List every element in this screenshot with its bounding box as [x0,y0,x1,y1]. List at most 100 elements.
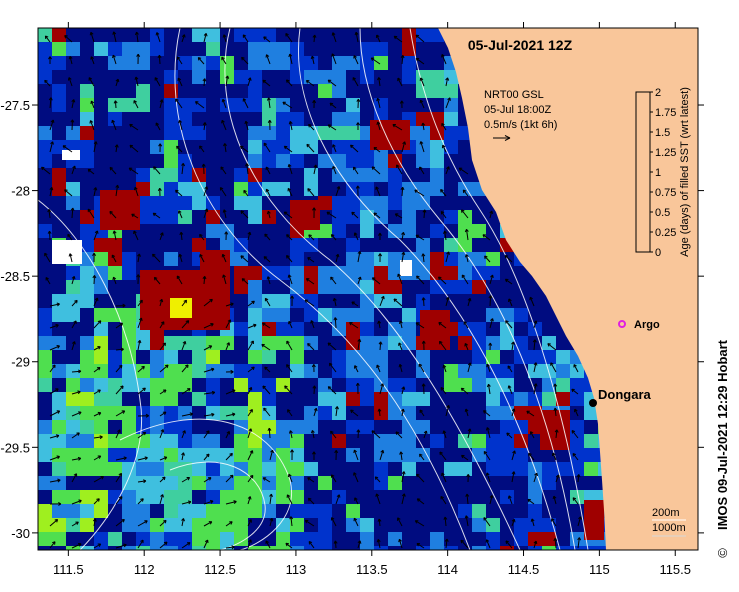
current-arrow-head [327,124,332,128]
lon-tick-label: 115 [589,562,610,577]
current-arrow [219,187,227,197]
current-arrow [308,124,315,131]
sst-patch [192,350,206,378]
current-arrow-head [77,456,82,461]
current-arrow [439,341,447,351]
current-arrow [69,56,73,65]
current-arrow [465,515,469,527]
current-arrow-head [222,209,227,213]
current-arrow-head [111,119,116,124]
current-arrow [414,189,425,197]
current-arrow [71,521,79,527]
current-arrow [181,299,187,307]
current-arrow-head [97,543,102,547]
current-arrow-head [165,364,169,369]
sst-patch [472,308,486,322]
current-arrow-head [73,320,77,324]
current-arrow-head [73,473,78,477]
current-arrow-head [399,100,404,104]
warm-patch [290,200,320,230]
current-arrow-head [308,123,312,128]
current-arrow [134,187,139,197]
current-arrow-head [551,518,555,522]
current-arrow [440,496,447,505]
current-arrow [49,410,60,417]
current-arrow [68,77,73,87]
current-arrow [265,188,271,197]
sst-patch [542,504,570,518]
current-arrow-head [466,474,471,478]
current-arrow-head [397,77,401,82]
sst-patch [234,504,262,518]
current-arrow-head [266,97,271,101]
current-arrow-head [175,189,179,194]
current-arrow-head [530,518,535,522]
current-arrow-head [446,166,450,170]
current-arrow [313,408,317,417]
current-arrow-head [195,101,199,105]
current-arrow [533,320,537,329]
current-arrow-head [71,341,76,345]
current-arrow-head [206,430,210,434]
current-arrow-head [181,518,185,522]
sst-patch [52,504,80,518]
current-arrow-head [486,363,490,368]
current-arrow-head [356,122,361,126]
current-arrow [203,208,208,219]
sst-patch [108,406,122,420]
current-arrow-head [100,476,104,480]
current-arrow-head [355,185,360,189]
current-arrow-head [152,253,156,258]
current-arrow-head [240,210,245,215]
sst-patch [290,280,304,294]
current-arrow [242,34,249,43]
current-arrow-head [179,231,184,236]
current-arrow-head [263,407,267,412]
sst-patch [570,546,598,550]
current-arrow-head [229,521,233,525]
current-arrow [308,497,315,505]
current-arrow [247,324,257,329]
current-arrow [353,166,359,175]
current-arrow [423,383,425,395]
yellow-patch [170,298,192,318]
current-arrow [263,407,271,417]
current-arrow [155,122,161,131]
sst-patch [122,28,150,42]
current-arrow-head [353,232,358,236]
sst-patch [220,532,234,550]
current-arrow-head [371,430,376,434]
sst-patch [94,532,108,546]
current-arrow-head [162,476,166,481]
current-arrow [129,144,139,153]
current-arrow [247,496,251,505]
current-arrow [466,493,469,505]
current-arrow-head [555,474,560,478]
current-arrow [401,187,404,197]
current-arrow-head [311,451,316,455]
sst-patch [262,546,290,550]
current-arrow [330,430,337,439]
current-arrow [357,251,361,263]
current-arrow-head [483,517,487,521]
sst-patch [178,126,206,140]
current-arrow-head [263,36,267,40]
current-arrow-head [533,383,538,387]
sst-patch [164,364,192,392]
sst-patch [108,378,122,392]
current-arrow [115,473,122,483]
current-arrow-head [330,430,334,435]
current-arrow [263,256,271,263]
current-arrow-head [527,498,531,503]
current-arrow-head [422,209,427,213]
sst-patch [192,336,206,350]
current-arrow [438,276,447,285]
current-arrow-head [242,34,247,38]
current-arrow-head [485,539,490,543]
current-arrow [401,141,406,153]
current-arrow-head [329,102,334,107]
current-arrow [265,540,271,549]
current-arrow-head [99,435,103,440]
depth-contour-line [409,28,589,550]
current-arrow-head [444,538,449,542]
